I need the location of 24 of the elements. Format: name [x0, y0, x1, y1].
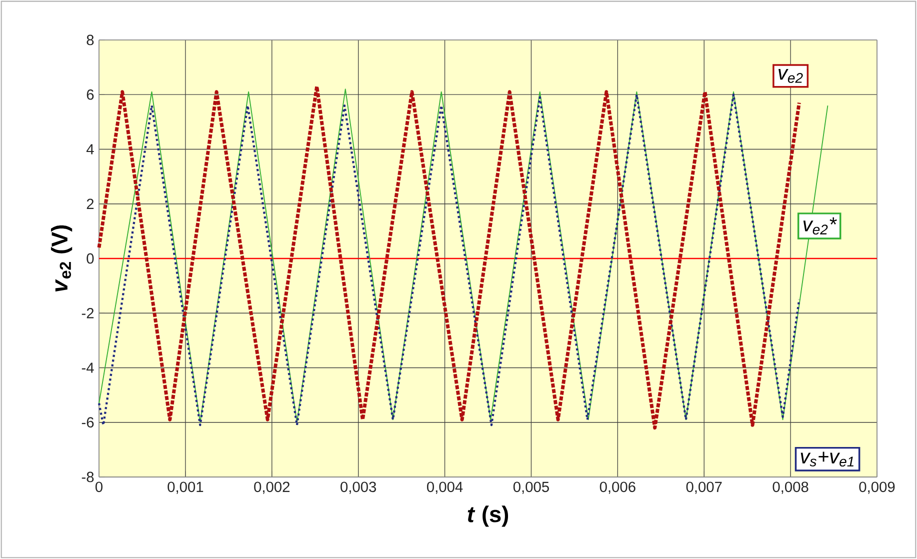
series-label: v$_{s}$+v$_{e1}$ [800, 452, 854, 467]
y-axis-title: v$_{e2}$ (V) [50, 225, 72, 292]
y-tick-label: -8 [82, 472, 94, 482]
y-tick-label: 8 [86, 34, 94, 46]
series-label: v$_{e2}$ [778, 69, 803, 83]
y-tick-label: 0 [86, 253, 94, 264]
y-tick-label: -6 [82, 417, 94, 428]
y-tick-label: 4 [86, 144, 94, 154]
x-tick-label: 0,009 [859, 482, 895, 494]
x-tick-label: 0,006 [600, 482, 636, 494]
x-tick-label: 0,008 [772, 482, 808, 494]
y-tick-label: -2 [82, 308, 94, 318]
x-axis-title: t (s) [468, 506, 508, 527]
x-tick-label: 0,007 [686, 482, 722, 494]
series-label: v$_{e2}$* [803, 217, 837, 235]
x-tick-label: 0,005 [513, 482, 549, 494]
x-tick-label: 0 [95, 482, 102, 492]
x-tick-label: 0,001 [168, 482, 204, 494]
x-tick-label: 0,004 [426, 482, 463, 494]
x-tick-label: 0,003 [340, 482, 376, 494]
y-tick-label: 6 [86, 89, 94, 100]
x-tick-label: 0,002 [254, 482, 290, 494]
y-tick-label: 2 [86, 198, 94, 209]
y-tick-label: -4 [82, 362, 94, 373]
